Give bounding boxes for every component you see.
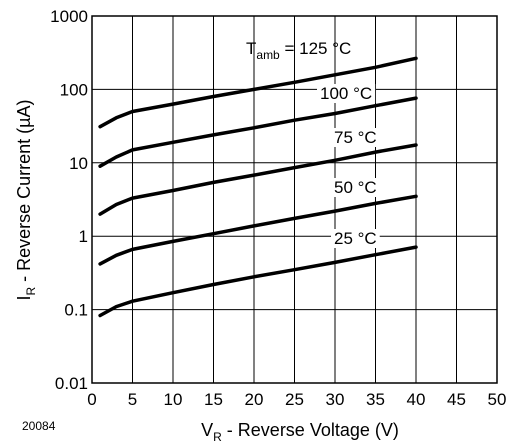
series-curves — [98, 56, 418, 318]
x-axis-title: VR - Reverse Voltage (V) — [201, 420, 399, 444]
x-tick-label: 30 — [326, 390, 345, 409]
y-tick-label: 100 — [60, 80, 88, 99]
x-tick-label: 45 — [447, 390, 466, 409]
x-tick-label: 50 — [488, 390, 507, 409]
series-label-background — [331, 128, 380, 147]
y-tick-label: 1 — [79, 227, 88, 246]
series-curve — [98, 96, 418, 168]
x-tick-label: 25 — [285, 390, 304, 409]
y-axis-title: IR - Reverse Current (µA) — [14, 99, 38, 300]
series-label: 50 °C — [334, 178, 377, 197]
series-label: Tamb = 125 °C — [246, 39, 351, 62]
x-tick-label: 35 — [366, 390, 385, 409]
x-tick-label: 20 — [245, 390, 264, 409]
series-curve — [98, 245, 418, 318]
figure-id: 20084 — [22, 419, 56, 433]
plot-frame — [91, 15, 498, 384]
series-label-background — [317, 84, 376, 103]
y-tick-label: 1000 — [50, 7, 88, 26]
series-curve — [98, 194, 418, 266]
y-tick-label: 10 — [69, 154, 88, 173]
x-tick-label: 10 — [164, 390, 183, 409]
x-tick-labels: 0 5 10 15 20 25 30 35 40 45 50 — [87, 390, 506, 409]
series-label: 75 °C — [334, 128, 377, 147]
series-labels: Tamb = 125 °C 100 °C 75 °C 50 °C 25 °C — [246, 39, 380, 248]
series-label: 25 °C — [334, 229, 377, 248]
series-curve — [98, 56, 418, 129]
x-tick-label: 15 — [204, 390, 223, 409]
series-label: 100 °C — [320, 84, 372, 103]
y-tick-labels: 0.01 0.1 1 10 100 1000 — [50, 7, 88, 393]
x-tick-label: 5 — [128, 390, 137, 409]
y-tick-label: 0.01 — [55, 374, 88, 393]
series-label-background — [331, 178, 380, 197]
y-tick-label: 0.1 — [64, 301, 88, 320]
series-label-background — [331, 229, 380, 248]
grid — [91, 15, 498, 384]
x-tick-label: 40 — [407, 390, 426, 409]
x-tick-label: 0 — [87, 390, 96, 409]
series-curve — [98, 143, 418, 216]
